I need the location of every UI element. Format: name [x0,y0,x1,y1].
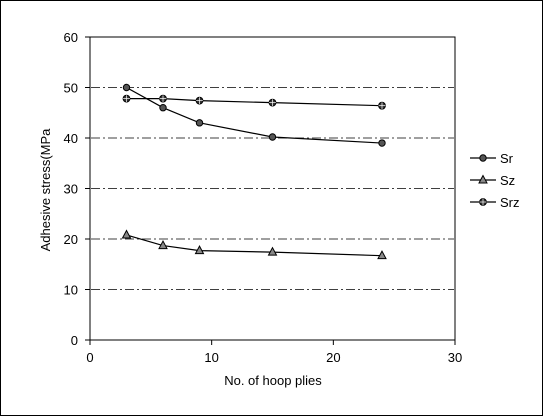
data-point-sz [377,250,387,260]
x-tick-label: 30 [448,350,462,365]
x-tick-label: 10 [204,350,218,365]
y-tick-label: 0 [71,333,78,348]
legend-marker-srz [479,198,487,206]
y-tick-label: 20 [64,232,78,247]
legend-marker-sr [479,154,487,162]
gridlines [91,87,454,290]
data-point-srz [268,98,277,107]
x-tick-label: 20 [326,350,340,365]
legend-item-sz: Sz [470,173,515,188]
x-tick-labels: 0 10 20 30 [86,350,462,365]
y-tick-labels: 0 10 20 30 40 50 60 [64,30,78,348]
legend-label-sr: Sr [500,151,514,166]
y-axis-title: Adhesive stress(MPa [38,128,53,252]
data-point-sr [159,104,167,112]
x-tick-label: 0 [86,350,93,365]
legend-item-sr: Sr [470,151,514,166]
y-tick-label: 50 [64,81,78,96]
data-point-sz [121,229,132,239]
data-point-srz [122,94,131,103]
y-tick-label: 10 [64,283,78,298]
data-point-srz [159,94,167,103]
legend-marker-sz [478,174,488,184]
legend: Sr Sz Srz [460,140,536,220]
data-point-sz [158,240,168,250]
x-axis-title: No. of hoop plies [224,373,322,388]
series-markers [121,83,387,260]
data-point-sr [378,139,386,147]
data-point-sr [122,83,131,92]
legend-label-srz: Srz [500,195,520,210]
data-point-sr [195,119,204,127]
y-tick-label: 60 [64,30,78,45]
data-point-sr [268,133,277,141]
y-tick-label: 40 [64,131,78,146]
data-point-srz [195,96,204,105]
y-tick-label: 30 [64,182,78,197]
data-point-sz [194,245,205,255]
axes [85,36,456,345]
data-point-sz [267,246,278,256]
legend-label-sz: Sz [500,173,515,188]
legend-item-srz: Srz [470,195,520,210]
data-point-srz [378,101,386,110]
